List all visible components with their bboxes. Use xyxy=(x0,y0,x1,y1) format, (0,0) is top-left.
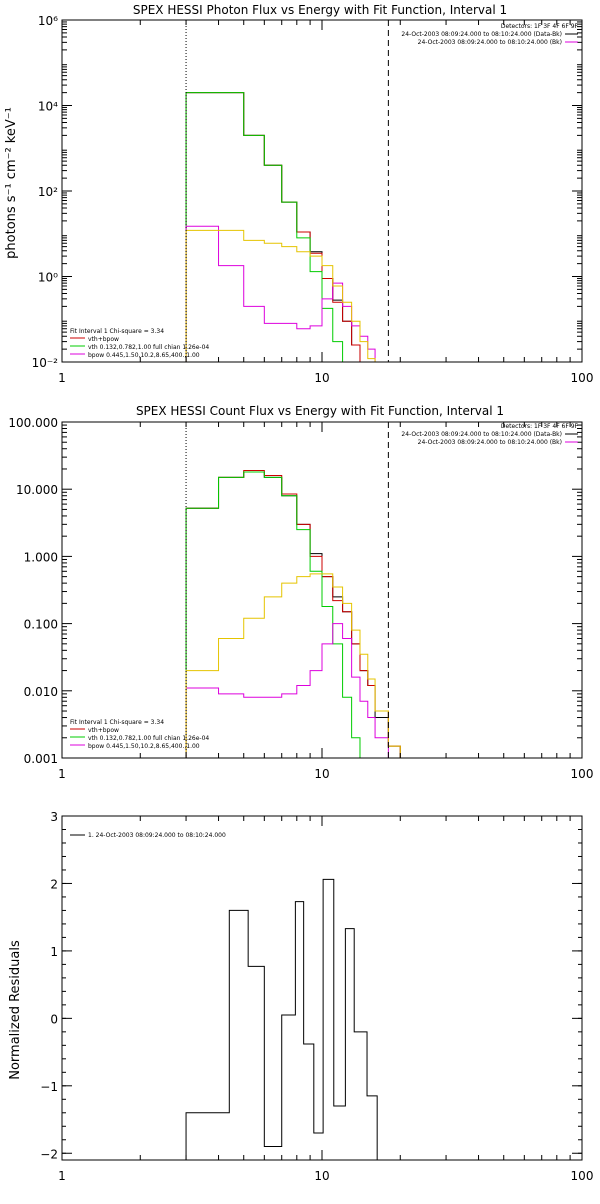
y-tick-label: 3 xyxy=(50,810,58,824)
series-line-vth xyxy=(185,92,344,362)
count-flux-legend-top-right: Detectors: 1F 3F 4F 6F 9F 24-Oct-2003 08… xyxy=(401,423,578,446)
x-axis: 1 10 100 xyxy=(58,20,593,385)
photon-legend-data-bk: 24-Oct-2003 08:09:24.000 to 08:10:24.000… xyxy=(401,31,562,38)
y-tick-label: 1 xyxy=(50,945,58,959)
photon-flux-legend-top-right: Detectors: 1F 3F 4F 6F 9F 24-Oct-2003 08… xyxy=(401,23,578,46)
photon-legend-fit-interval: Fit Interval 1 Chi-square = 3.34 xyxy=(70,328,164,335)
series-line-bpow xyxy=(185,225,376,362)
count-legend-vth: vth 0.132,0.782,1.00 full chian 1.26e-04 xyxy=(88,735,209,742)
y-tick-label: 0.100 xyxy=(24,618,58,632)
y-axis: −2 −1 0 1 2 3 xyxy=(40,810,582,1161)
y-tick-label: 100.000 xyxy=(8,416,58,430)
photon-flux-title: SPEX HESSI Photon Flux vs Energy with Fi… xyxy=(133,3,507,17)
photon-legend-detectors: Detectors: 1F 3F 4F 6F 9F xyxy=(501,23,579,30)
residuals-legend: 1. 24-Oct-2003 08:09:24.000 to 08:10:24.… xyxy=(88,832,226,839)
x-tick-label: 1 xyxy=(58,371,66,385)
photon-legend-vth: vth 0.132,0.782,1.00 full chian 1.26e-04 xyxy=(88,344,209,351)
y-tick-label: 10⁻² xyxy=(32,356,59,370)
residuals-legend-interval: 1. 24-Oct-2003 08:09:24.000 to 08:10:24.… xyxy=(88,832,226,839)
y-tick-label: −2 xyxy=(40,1147,58,1161)
y-axis: 0.001 0.010 0.100 1.000 10.000 100.000 xyxy=(8,416,582,766)
y-tick-label: 2 xyxy=(50,877,58,891)
photon-legend-bpow: bpow 0.445,1.50,10.2,8.65,400.,1.00 xyxy=(88,352,200,359)
y-tick-label: 10⁶ xyxy=(38,14,58,28)
count-legend-bk: 24-Oct-2003 08:09:24.000 to 08:10:24.000… xyxy=(418,439,562,446)
y-tick-label: 0.001 xyxy=(24,752,58,766)
count-flux-title: SPEX HESSI Count Flux vs Energy with Fit… xyxy=(136,404,504,418)
y-tick-label: 10² xyxy=(38,185,58,199)
photon-legend-sum: vth+bpow xyxy=(88,336,119,343)
x-axis: 1 10 100 xyxy=(58,422,593,781)
x-tick-label: 100 xyxy=(571,1169,594,1183)
series-line-residual xyxy=(185,878,388,1160)
series-line-total xyxy=(185,471,401,758)
x-tick-label: 10 xyxy=(314,767,329,781)
series-line-bpow xyxy=(185,623,389,758)
y-axis: 10⁻² 10⁰ 10² 10⁴ 10⁶ xyxy=(32,14,582,370)
residuals-panel: 1. 24-Oct-2003 08:09:24.000 to 08:10:24.… xyxy=(8,810,593,1183)
x-axis: 1 10 100 xyxy=(58,816,593,1183)
photon-flux-panel: SPEX HESSI Photon Flux vs Energy with Fi… xyxy=(4,3,593,385)
x-tick-label: 100 xyxy=(571,371,594,385)
series-group xyxy=(185,92,376,362)
series-line-sum xyxy=(185,469,401,758)
series-line-bpow-2 xyxy=(185,229,376,362)
y-tick-label: 10⁰ xyxy=(38,271,58,285)
x-tick-label: 10 xyxy=(314,371,329,385)
photon-flux-legend-bottom-left: Fit Interval 1 Chi-square = 3.34 vth+bpo… xyxy=(70,328,209,359)
count-legend-detectors: Detectors: 1F 3F 4F 6F 9F xyxy=(501,423,579,430)
plot-frame xyxy=(61,815,583,1161)
count-flux-panel: SPEX HESSI Count Flux vs Energy with Fit… xyxy=(8,404,593,781)
y-tick-label: 10⁴ xyxy=(38,100,58,114)
x-tick-label: 10 xyxy=(314,1169,329,1183)
count-flux-legend-bottom-left: Fit Interval 1 Chi-square = 3.34 vth+bpo… xyxy=(70,719,209,750)
y-tick-label: 0 xyxy=(50,1012,58,1026)
series-line-vth xyxy=(185,471,361,758)
y-tick-label: 1.000 xyxy=(24,550,58,564)
y-tick-label: −1 xyxy=(40,1080,58,1094)
count-legend-sum: vth+bpow xyxy=(88,727,119,734)
series-group xyxy=(185,469,401,758)
x-tick-label: 100 xyxy=(571,767,594,781)
series-line-total xyxy=(185,92,369,362)
series-line-bpow-2 xyxy=(185,573,401,758)
series-group xyxy=(185,878,388,1160)
series-line-sum xyxy=(185,92,369,362)
count-legend-data-bk: 24-Oct-2003 08:09:24.000 to 08:10:24.000… xyxy=(401,431,562,438)
count-legend-fit-interval: Fit Interval 1 Chi-square = 3.34 xyxy=(70,719,164,726)
photon-legend-bk: 24-Oct-2003 08:09:24.000 to 08:10:24.000… xyxy=(418,39,562,46)
y-tick-label: 0.010 xyxy=(24,685,58,699)
y-tick-label: 10.000 xyxy=(16,483,58,497)
photon-flux-ylabel: photons s⁻¹ cm⁻² keV⁻¹ xyxy=(4,107,19,259)
count-legend-bpow: bpow 0.445,1.50,10.2,8.65,400.,1.00 xyxy=(88,743,200,750)
residuals-ylabel: Normalized Residuals xyxy=(8,940,23,1080)
x-tick-label: 1 xyxy=(58,767,66,781)
x-tick-label: 1 xyxy=(58,1169,66,1183)
